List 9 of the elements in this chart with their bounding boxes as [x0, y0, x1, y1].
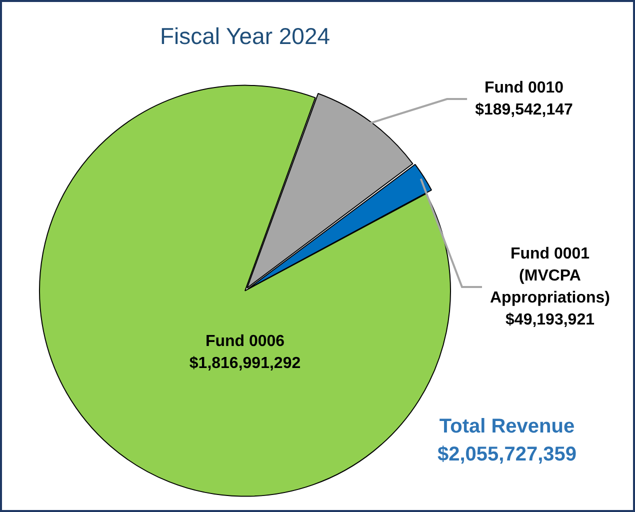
chart-title: Fiscal Year 2024: [160, 23, 330, 50]
data-label: $1,816,991,292: [189, 354, 301, 372]
text: Total Revenue: [439, 416, 575, 438]
data-label: $49,193,921: [506, 311, 595, 328]
text: $2,055,727,359: [437, 444, 577, 466]
data-label: $189,542,147: [475, 101, 574, 118]
slice-label: Fund 0010: [484, 79, 564, 96]
slice-label: Fund 0006: [205, 332, 285, 350]
slice-label: Fund 0001 (MVCPA Appropriations): [490, 245, 610, 306]
